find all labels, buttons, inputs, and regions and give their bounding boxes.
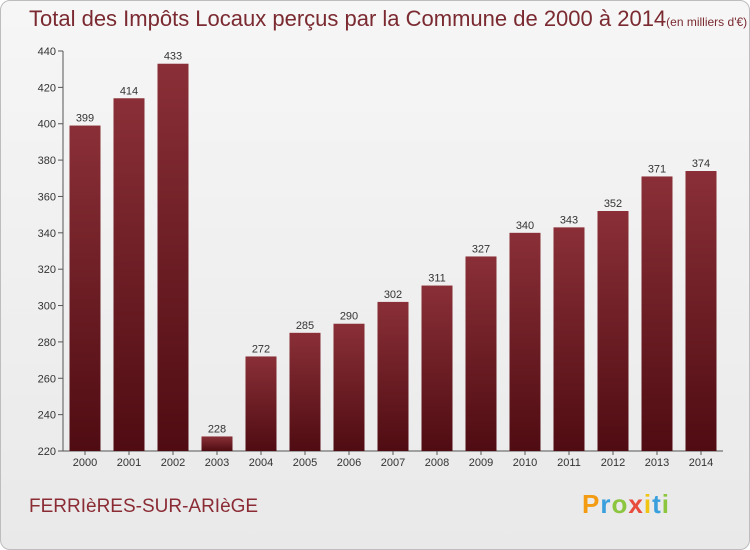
- y-tick-label: 400: [38, 119, 56, 131]
- x-tick-label-2000: 2000: [73, 457, 97, 469]
- logo-letter: r: [600, 489, 612, 519]
- commune-name: FERRIèRES-SUR-ARIèGE: [29, 496, 259, 517]
- x-tick-label-2008: 2008: [425, 457, 449, 469]
- title-text: Total des Impôts Locaux perçus par la Co…: [29, 6, 667, 31]
- data-label-2006: 290: [340, 311, 358, 323]
- data-label-2010: 340: [516, 220, 534, 232]
- x-tick-label-2001: 2001: [117, 457, 141, 469]
- logo-letter: x: [628, 489, 644, 519]
- bar-2002: [157, 63, 189, 452]
- bar-2005: [289, 332, 321, 451]
- data-label-2007: 302: [384, 289, 402, 301]
- logo-letter: o: [611, 489, 629, 519]
- data-label-2011: 343: [560, 214, 578, 226]
- bar-2004: [245, 356, 277, 451]
- x-tick-label-2007: 2007: [381, 457, 405, 469]
- y-tick-label: 320: [38, 264, 56, 276]
- chart-title: Total des Impôts Locaux perçus par la Co…: [29, 6, 747, 32]
- x-tick-label-2014: 2014: [689, 457, 713, 469]
- bar-2001: [113, 98, 145, 451]
- bar-2011: [553, 227, 585, 451]
- data-label-2003: 228: [208, 423, 226, 435]
- data-label-2004: 272: [252, 343, 270, 355]
- data-label-2000: 399: [76, 113, 94, 125]
- bar-2013: [641, 176, 673, 452]
- title-unit: (en milliers d'€): [666, 15, 748, 29]
- x-tick-label-2010: 2010: [513, 457, 537, 469]
- data-label-2002: 433: [164, 51, 182, 63]
- bar-2010: [509, 232, 541, 451]
- bar-2000: [69, 125, 101, 451]
- y-axis: 220 240 260 280 300 320 340 360 380 400 420 440: [38, 46, 64, 458]
- x-tick-label-2009: 2009: [469, 457, 493, 469]
- x-axis: 2000 2001 2002 2003 2004 2005 2006 2007 2008 2009…: [63, 450, 723, 469]
- logo-letter: i: [661, 489, 670, 519]
- bar-2006: [333, 323, 365, 451]
- bar-2003: [201, 436, 233, 451]
- x-tick-label-2012: 2012: [601, 457, 625, 469]
- y-tick-label: 420: [38, 82, 56, 94]
- data-label-2009: 327: [472, 243, 490, 255]
- data-label-2008: 311: [428, 273, 446, 285]
- logo-letter: i: [643, 489, 653, 519]
- x-tick-label-2003: 2003: [205, 457, 229, 469]
- y-tick-label: 380: [38, 155, 56, 167]
- x-tick-label-2002: 2002: [161, 457, 185, 469]
- bar-2009: [465, 256, 497, 451]
- x-tick-label-2013: 2013: [645, 457, 669, 469]
- x-tick-label-2011: 2011: [557, 457, 581, 469]
- x-tick-label-2005: 2005: [293, 457, 317, 469]
- bar-2014: [685, 171, 717, 451]
- data-label-2014: 374: [692, 158, 710, 170]
- x-tick-label-2004: 2004: [249, 457, 273, 469]
- proxiti-logo[interactable]: Proxiti: [582, 489, 670, 520]
- data-labels: 399 414 433 228 272 285 290 302 311 327 340 343 352 3…: [76, 51, 710, 436]
- logo-letter: t: [652, 489, 662, 519]
- y-tick-label: 280: [38, 337, 56, 349]
- y-tick-label: 340: [38, 228, 56, 240]
- x-tick-label-2006: 2006: [337, 457, 361, 469]
- y-tick-label: 440: [38, 46, 56, 58]
- bar-2007: [377, 301, 409, 451]
- data-label-2001: 414: [120, 85, 138, 97]
- y-tick-label: 300: [38, 301, 56, 313]
- y-tick-label: 260: [38, 373, 56, 385]
- bar-2008: [421, 285, 453, 451]
- y-tick-label: 240: [38, 410, 56, 422]
- data-label-2012: 352: [604, 198, 622, 210]
- data-label-2013: 371: [648, 163, 666, 175]
- y-tick-label: 360: [38, 191, 56, 203]
- logo-letter: P: [582, 489, 601, 519]
- bars: [69, 63, 717, 452]
- bar-2012: [597, 211, 629, 451]
- data-label-2005: 285: [296, 320, 314, 332]
- y-tick-label: 220: [38, 446, 56, 458]
